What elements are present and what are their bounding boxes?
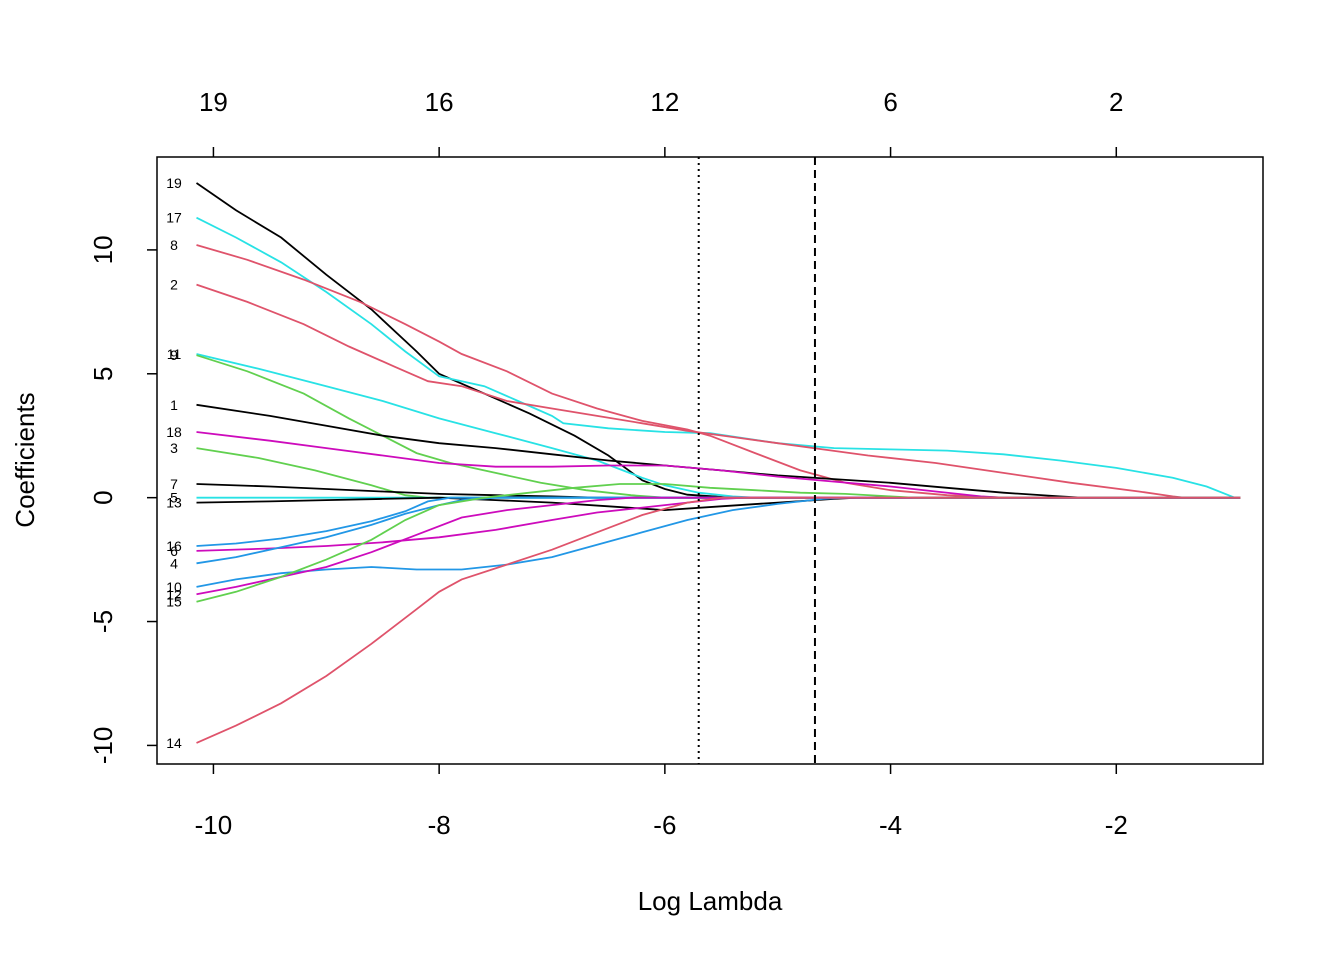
top-tick-label: 2 <box>1109 87 1123 117</box>
series-label-3: 3 <box>170 440 178 456</box>
series-label-16: 16 <box>166 538 182 554</box>
series-line-16 <box>196 496 1241 547</box>
series-line-14 <box>196 496 1241 744</box>
x-axis-top: 19 16 12 6 2 <box>199 87 1124 157</box>
series-label-14: 14 <box>166 735 182 751</box>
y-tick-label: 0 <box>88 490 118 504</box>
y-tick-label: 10 <box>88 235 118 264</box>
plot-frame <box>156 156 1264 765</box>
series-label-7: 7 <box>170 476 178 492</box>
y-axis-title: Coefficients <box>10 392 40 527</box>
series-label-9: 9 <box>170 347 178 363</box>
series-label-5: 5 <box>170 490 178 506</box>
x-tick-label: -10 <box>195 810 233 840</box>
series-label-8: 8 <box>170 237 178 253</box>
series-label-1: 1 <box>170 397 178 413</box>
top-tick-label: 16 <box>425 87 454 117</box>
series-label-13: 13 <box>166 495 182 511</box>
y-tick-label: -5 <box>88 610 118 633</box>
y-tick-label: -10 <box>88 727 118 765</box>
y-tick-label: 5 <box>88 367 118 381</box>
top-tick-label: 12 <box>650 87 679 117</box>
top-tick-label: 19 <box>199 87 228 117</box>
series-label-11: 11 <box>167 346 182 362</box>
y-axis-left: -10 -5 0 5 10 <box>88 235 157 764</box>
series-line-17 <box>196 216 1236 499</box>
series-line-6 <box>196 496 1241 552</box>
series-label-12: 12 <box>166 586 182 602</box>
x-axis-title: Log Lambda <box>638 886 783 916</box>
series-line-2 <box>196 283 1241 499</box>
series-line-19 <box>195 182 1241 499</box>
series-label-4: 4 <box>170 555 178 571</box>
series-label-15: 15 <box>166 594 182 610</box>
x-tick-label: -8 <box>428 810 451 840</box>
x-tick-label: -2 <box>1105 810 1128 840</box>
series-label-6: 6 <box>170 543 178 559</box>
series-label-17: 17 <box>166 210 182 226</box>
reference-lines <box>697 157 816 764</box>
top-tick-label: 6 <box>883 87 897 117</box>
series-label-10: 10 <box>166 579 182 595</box>
series-label-19: 19 <box>166 175 182 191</box>
series-line-15 <box>196 483 1241 603</box>
series-lines <box>195 182 1241 744</box>
x-axis-bottom: -10 -8 -6 -4 -2 <box>195 764 1128 840</box>
series-line-18 <box>196 431 1241 499</box>
series-line-8 <box>196 244 1241 499</box>
x-tick-label: -6 <box>653 810 676 840</box>
x-tick-label: -4 <box>879 810 902 840</box>
series-line-11 <box>196 353 1241 499</box>
series-label-2: 2 <box>170 277 178 293</box>
series-label-18: 18 <box>166 424 182 440</box>
